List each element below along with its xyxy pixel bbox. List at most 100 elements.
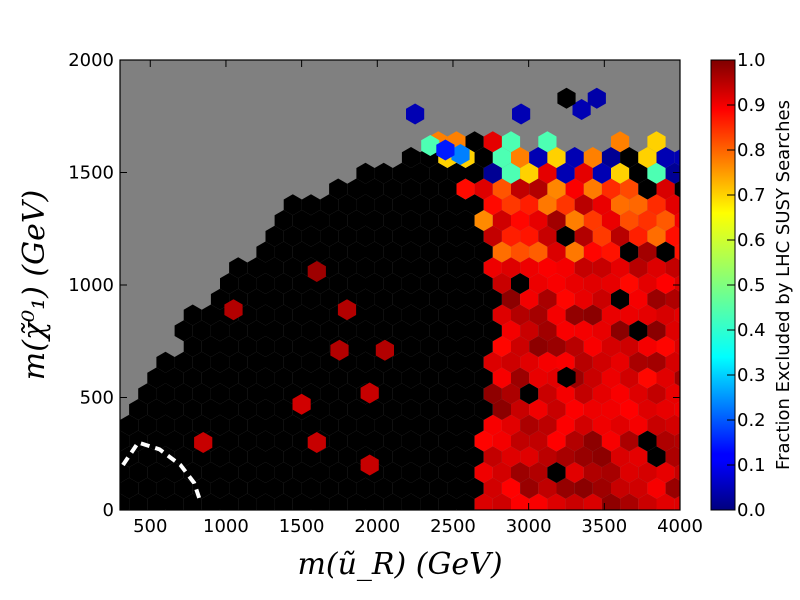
- hex-bin: [220, 462, 239, 483]
- hex-bin: [383, 304, 402, 326]
- hex-bin: [647, 477, 666, 499]
- hex-bin: [556, 446, 575, 468]
- hex-bin: [529, 273, 548, 294]
- hex-bin: [224, 299, 243, 321]
- hex-bin: [192, 446, 211, 468]
- hex-bin: [538, 477, 557, 499]
- hex-bin: [547, 241, 566, 263]
- hex-bin: [456, 304, 475, 326]
- hex-bin: [511, 336, 530, 357]
- hex-bin: [438, 336, 457, 357]
- hex-bin: [565, 399, 584, 420]
- hex-bin: [520, 383, 539, 405]
- hex-bin: [483, 351, 502, 373]
- hex-bin: [638, 241, 657, 263]
- hex-bin: [556, 225, 575, 247]
- hex-bin: [438, 493, 457, 510]
- hex-bin: [638, 493, 657, 510]
- hex-bin: [256, 336, 275, 357]
- hex-bin: [201, 336, 220, 357]
- hex-bin: [456, 367, 475, 389]
- hex-bin: [674, 464, 680, 481]
- hex-bin: [220, 367, 239, 389]
- hex-bin: [365, 178, 384, 200]
- hex-bin: [356, 414, 375, 436]
- hex-bin: [656, 241, 675, 263]
- hex-bin: [401, 430, 421, 452]
- hex-bin: [238, 399, 257, 420]
- hex-bin: [347, 430, 366, 452]
- hex-bin: [374, 225, 393, 247]
- y-tick-label: 1500: [68, 163, 114, 184]
- hex-bin: [511, 462, 530, 483]
- hex-bin: [611, 288, 630, 310]
- hex-bin: [429, 225, 448, 247]
- hex-bin: [220, 430, 239, 452]
- hex-bin: [365, 210, 384, 231]
- hex-bin: [247, 351, 266, 373]
- hex-bin: [492, 462, 511, 483]
- hex-bin: [592, 194, 611, 216]
- hex-bin: [620, 210, 639, 231]
- hex-bin: [583, 367, 602, 389]
- hex-bin: [210, 383, 230, 405]
- y-tick-label: 0: [103, 500, 114, 521]
- hex-bin: [474, 367, 493, 389]
- hex-bin: [447, 414, 466, 436]
- hex-bin: [120, 462, 130, 483]
- hex-bin: [674, 243, 680, 261]
- hex-bin: [229, 257, 248, 279]
- hex-bin: [347, 367, 366, 389]
- hex-bin: [529, 304, 548, 326]
- hex-bin: [592, 414, 611, 436]
- hex-bin: [587, 87, 606, 109]
- hex-bin: [338, 477, 357, 499]
- hex-bin: [365, 241, 384, 263]
- hex-bin: [647, 257, 666, 279]
- hex-bin: [320, 288, 339, 310]
- hex-bin: [520, 194, 539, 216]
- hex-bin: [338, 446, 357, 468]
- hex-bin: [120, 477, 139, 499]
- hex-bin: [483, 477, 502, 499]
- hex-bin: [411, 194, 430, 216]
- hex-bin: [474, 241, 493, 263]
- hex-bin: [301, 414, 321, 436]
- x-tick-label: 3000: [506, 516, 552, 537]
- hex-bin: [583, 273, 602, 294]
- x-axis: 500 1000 1500 2000 2500 3000 3500 4000: [133, 60, 703, 537]
- hex-bin: [383, 462, 402, 483]
- hex-bin: [647, 288, 666, 310]
- hex-bin: [511, 210, 530, 231]
- hex-bin: [492, 430, 511, 452]
- hex-bin: [438, 304, 457, 326]
- hex-bin: [411, 383, 430, 405]
- hex-bin: [456, 336, 475, 357]
- hex-bin: [406, 103, 425, 125]
- hex-bin: [383, 493, 402, 510]
- hex-bin: [411, 351, 430, 373]
- y-tick-label: 500: [80, 388, 114, 409]
- hex-bin: [656, 336, 675, 357]
- hex-bin: [429, 477, 448, 499]
- hex-bin: [383, 241, 402, 263]
- hex-bin: [356, 288, 375, 310]
- hex-bin: [492, 399, 511, 420]
- hex-bin: [247, 383, 266, 405]
- hex-bin: [329, 399, 348, 420]
- hex-bin: [629, 162, 648, 184]
- hex-bin: [265, 414, 284, 436]
- hex-bin: [147, 493, 166, 510]
- hex-bin: [483, 162, 502, 184]
- hex-bin: [556, 383, 575, 405]
- hex-bin: [201, 493, 220, 510]
- colorbar-ticks: 0.0 0.1 0.2 0.3 0.4 0.5 0.6 0.7 0.8 0.9 1.0: [727, 50, 766, 521]
- hex-bin: [337, 299, 357, 321]
- hex-bin: [483, 383, 502, 405]
- hex-bin: [465, 477, 484, 499]
- hex-bin: [665, 257, 680, 279]
- hex-bin: [438, 367, 457, 389]
- hex-bin: [411, 320, 430, 342]
- hex-bin: [656, 210, 675, 231]
- hex-bin: [256, 430, 275, 452]
